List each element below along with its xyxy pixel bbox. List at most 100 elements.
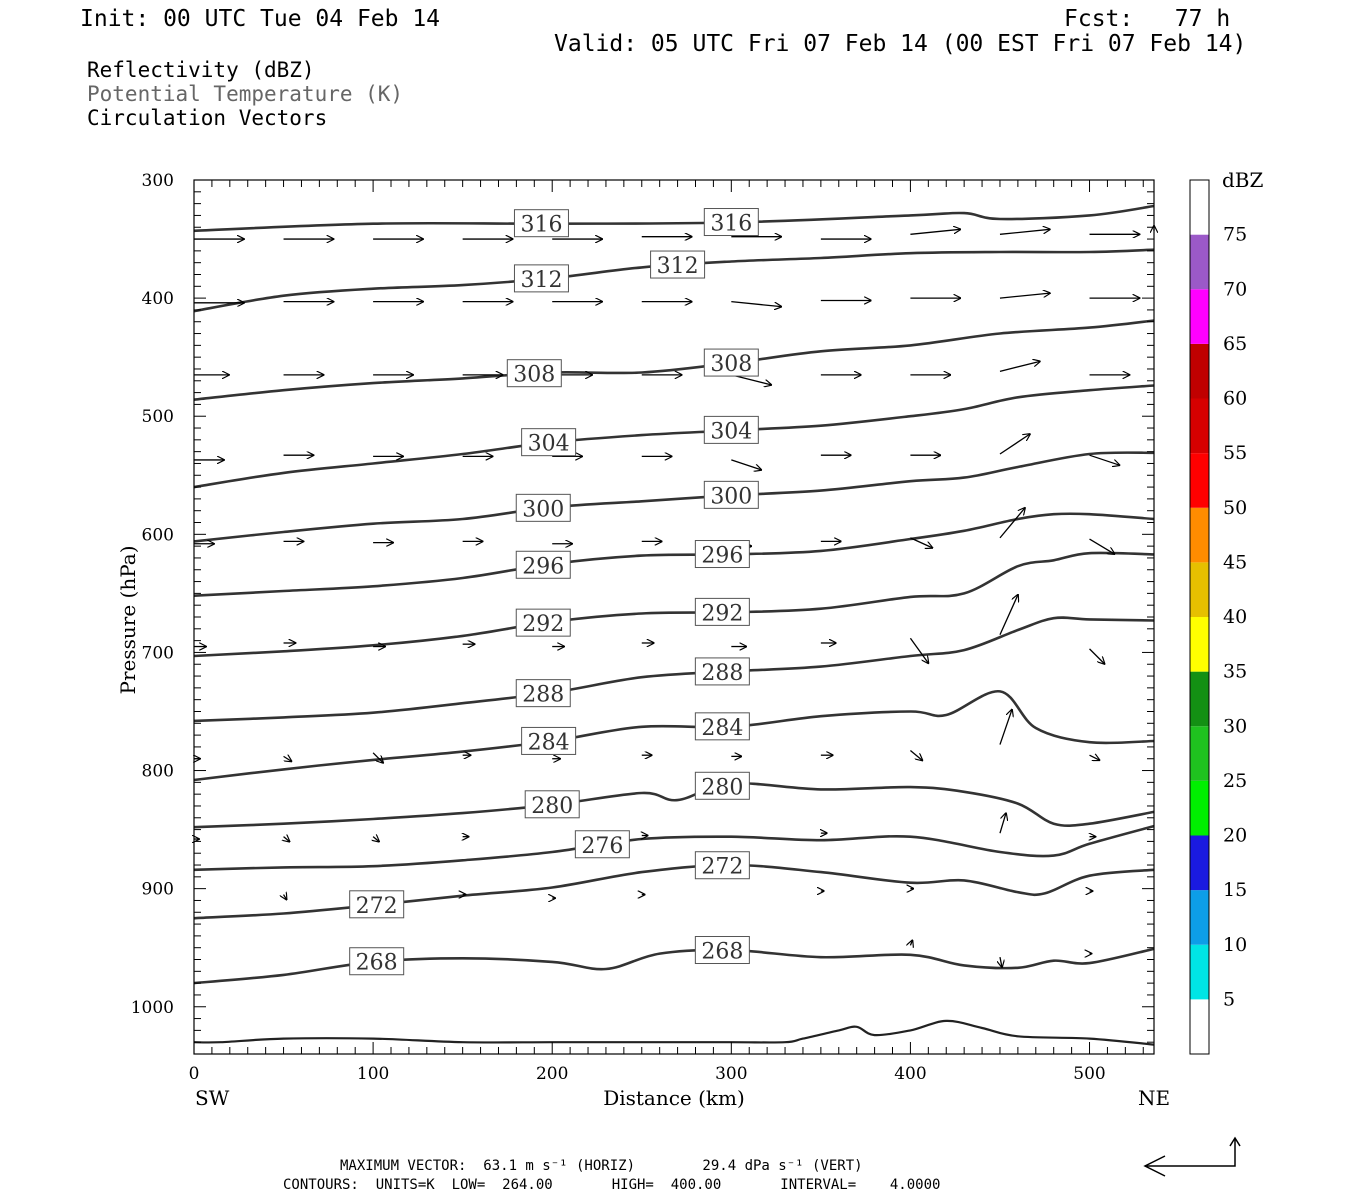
forecast-hour: Fcst: 77 h <box>1064 6 1231 32</box>
isentrope-label-box-308-1 <box>703 348 759 377</box>
isentrope-label-272-1: 272 <box>701 855 743 880</box>
isentrope-label-box-288-0 <box>515 679 571 708</box>
colorbar-swatch-6 <box>1190 671 1209 727</box>
circulation-vector <box>284 837 290 842</box>
isentrope-label-box-292-0 <box>515 608 571 637</box>
y-tick-label-300: 300 <box>142 171 174 191</box>
isentrope-label-box-308-0 <box>506 359 562 388</box>
colorbar-swatch-15 <box>1190 180 1209 235</box>
isentrope-label-box-272-0 <box>349 890 405 919</box>
isentrope-label-280-0: 280 <box>531 794 573 819</box>
isentrope-label-268-0: 268 <box>356 951 398 976</box>
circulation-vector <box>283 756 292 761</box>
colorbar-swatch-7 <box>1190 617 1209 672</box>
colorbar-label-50: 50 <box>1223 497 1247 519</box>
circulation-vector <box>1089 538 1115 554</box>
isentrope-label-296-1: 296 <box>701 544 743 569</box>
colorbar-title: dBZ <box>1222 168 1264 192</box>
circulation-vector <box>999 229 1050 235</box>
colorbar-swatch-8 <box>1190 562 1209 617</box>
isentrope-label-box-300-1 <box>703 480 759 509</box>
colorbar-label-5: 5 <box>1223 988 1235 1010</box>
circulation-vector <box>284 895 287 900</box>
colorbar-label-20: 20 <box>1223 825 1247 847</box>
footer-max-vector: MAXIMUM VECTOR: 63.1 m s⁻¹ (HORIZ) 29.4 … <box>340 1158 863 1174</box>
y-tick-label-600: 600 <box>142 525 174 545</box>
colorbar-swatch-0 <box>1190 999 1209 1054</box>
x-tick-label-100: 100 <box>357 1064 389 1084</box>
isentrope-label-284-1: 284 <box>701 716 743 741</box>
sw-label: SW <box>195 1086 230 1110</box>
isentrope-label-296-0: 296 <box>522 554 564 579</box>
legend-reflectivity: Reflectivity (dBZ) <box>87 58 315 82</box>
colorbar-frame <box>1189 179 1210 1055</box>
isentrope-label-308-1: 308 <box>710 352 752 377</box>
plot-area <box>194 180 1154 1054</box>
isentrope-label-312-0: 312 <box>520 268 562 293</box>
colorbar-swatch-14 <box>1190 234 1209 290</box>
colorbar-label-55: 55 <box>1223 442 1247 464</box>
x-axis-label: Distance (km) <box>603 1086 745 1110</box>
y-tick-label-700: 700 <box>142 643 174 663</box>
circulation-vector <box>731 301 781 307</box>
isentrope-label-316-0: 316 <box>520 213 562 238</box>
isentrope-label-box-280-0 <box>524 790 580 819</box>
isentrope-label-300-1: 300 <box>710 484 752 509</box>
isentrope-label-box-312-1 <box>650 250 706 279</box>
isentrope-label-box-296-0 <box>515 550 571 579</box>
colorbar-label-25: 25 <box>1223 770 1247 792</box>
colorbar-label-70: 70 <box>1223 278 1247 300</box>
colorbar-label-40: 40 <box>1223 606 1247 628</box>
isentrope-label-box-312-0 <box>513 264 569 293</box>
circulation-vector <box>910 749 922 760</box>
y-tick-label-1000: 1000 <box>131 998 174 1018</box>
init-time: Init: 00 UTC Tue 04 Feb 14 <box>80 6 441 32</box>
isentrope-label-300-0: 300 <box>522 497 564 522</box>
isentrope-label-box-280-1 <box>694 771 750 800</box>
colorbar-swatch-2 <box>1190 890 1209 945</box>
circulation-vector <box>999 813 1006 834</box>
circulation-vector <box>731 459 761 470</box>
circulation-vector <box>999 710 1012 745</box>
isentrope-276 <box>193 824 1155 872</box>
x-tick-label-500: 500 <box>1073 1064 1105 1084</box>
isentrope-label-box-288-1 <box>694 657 750 686</box>
colorbar-swatch-12 <box>1190 343 1209 399</box>
isentrope-label-268-1: 268 <box>701 940 743 965</box>
circulation-vector <box>373 837 379 842</box>
circulation-vector <box>372 752 383 763</box>
y-tick-label-900: 900 <box>142 880 174 900</box>
isentrope-316 <box>193 204 1155 233</box>
circulation-vector <box>999 293 1050 299</box>
isentrope-label-box-292-1 <box>694 597 750 626</box>
isentrope-label-box-276-0 <box>574 830 630 859</box>
isentrope-label-308-0: 308 <box>513 363 555 388</box>
y-tick-label-500: 500 <box>142 407 174 427</box>
circulation-vector <box>909 637 928 663</box>
y-tick-label-800: 800 <box>142 762 174 782</box>
legend-theta: Potential Temperature (K) <box>87 82 404 106</box>
isentrope-label-box-316-1 <box>703 208 759 237</box>
colorbar-swatch-5 <box>1190 726 1209 781</box>
y-tick-label-400: 400 <box>142 289 174 309</box>
isentrope-label-312-1: 312 <box>657 254 699 279</box>
x-tick-label-400: 400 <box>894 1064 926 1084</box>
colorbar-label-30: 30 <box>1223 715 1247 737</box>
isentrope-label-304-0: 304 <box>528 432 570 457</box>
colorbar-swatch-9 <box>1190 507 1209 563</box>
reference-arrow <box>1143 1136 1241 1177</box>
terrain-line <box>193 1019 1155 1046</box>
isentrope-label-272-0: 272 <box>356 894 398 919</box>
valid-time: Valid: 05 UTC Fri 07 Feb 14 (00 EST Fri … <box>554 31 1247 57</box>
circulation-vector <box>999 508 1025 539</box>
isentrope-label-box-268-0 <box>349 947 405 976</box>
colorbar-swatch-1 <box>1190 944 1209 1000</box>
colorbar-label-10: 10 <box>1223 934 1247 956</box>
isentrope-label-box-316-0 <box>513 209 569 238</box>
x-tick-label-200: 200 <box>536 1064 568 1084</box>
colorbar-label-15: 15 <box>1223 879 1247 901</box>
colorbar-label-35: 35 <box>1223 661 1247 683</box>
isentrope-label-288-1: 288 <box>701 661 743 686</box>
isentrope-label-292-0: 292 <box>522 612 564 637</box>
footer-contours: CONTOURS: UNITS=K LOW= 264.00 HIGH= 400.… <box>283 1177 941 1193</box>
